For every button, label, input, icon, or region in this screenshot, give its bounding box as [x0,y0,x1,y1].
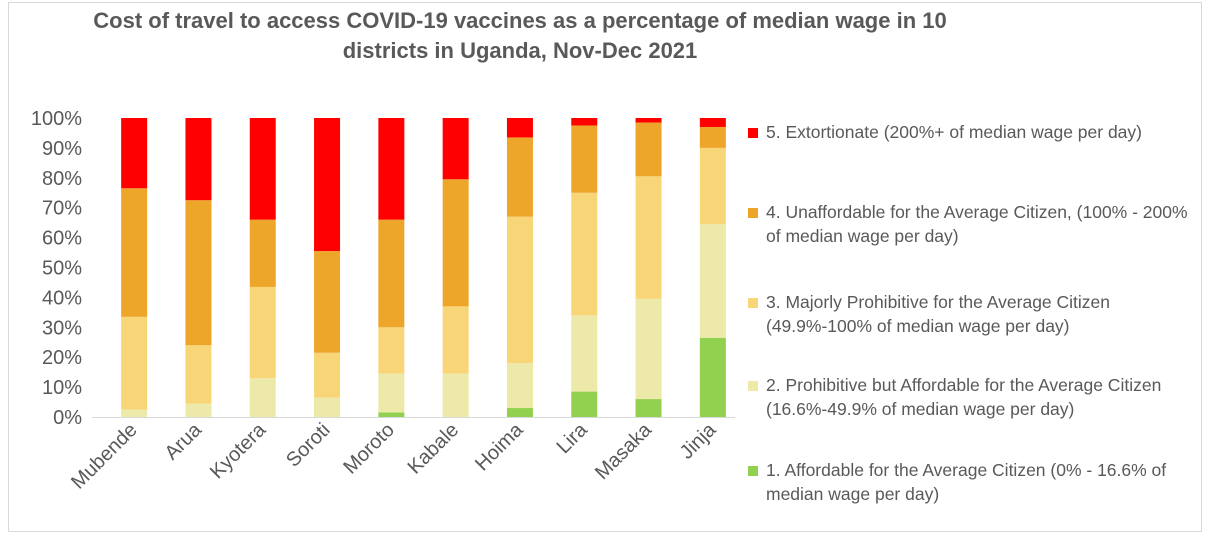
y-tick-label: 90% [42,138,82,160]
bar-segment [506,216,533,364]
bar-segment [185,345,212,404]
bar-segment [571,391,598,417]
bar-segment [378,219,405,328]
bar-segment [571,118,598,126]
bar-segment [121,316,148,410]
bar-segment [699,337,726,417]
bar-segment [635,399,662,417]
legend-swatch [748,466,758,476]
y-tick-label: 50% [42,258,82,280]
bar-segment [314,352,341,398]
y-tick-label: 30% [42,317,82,339]
bar-segment [442,373,469,417]
bar-segment [442,118,469,180]
bar-segment [506,118,533,138]
legend-label: 3. Majorly Prohibitive for the Average C… [766,292,1111,336]
bar-segment [571,192,598,316]
legend-label: 1. Affordable for the Average Citizen (0… [766,460,1167,504]
bar-segment [442,306,469,374]
bar-segment [571,315,598,392]
bar-segment [506,363,533,409]
x-category-label: Masaka [591,418,657,484]
x-category-label: Moroto [339,419,399,479]
legend-label: 2. Prohibitive but Affordable for the Av… [766,375,1162,419]
x-category-label: Soroti [282,419,335,472]
y-tick-label: 60% [42,228,82,250]
bar-segment [314,397,341,417]
bar-segment [635,176,662,299]
x-category-label: Arua [161,418,207,464]
bar-segment [314,118,341,252]
y-tick-label: 20% [42,347,82,369]
bar-segment [699,126,726,148]
bar-segment [442,179,469,307]
bar-segment [506,137,533,217]
bar-segment [249,219,276,287]
x-category-label: Lira [553,418,593,458]
y-tick-label: 80% [42,168,82,190]
bar-segment [249,286,276,379]
legend-swatch [748,208,758,218]
y-tick-label: 0% [53,407,82,429]
bar-segment [121,118,148,189]
x-category-label: Kabale [404,419,464,479]
legend-label: 5. Extortionate (200%+ of median wage pe… [766,122,1142,142]
y-tick-label: 40% [42,287,82,309]
y-tick-label: 70% [42,198,82,220]
legend-label: 4. Unaffordable for the Average Citizen,… [766,202,1188,246]
bar-segment [571,125,598,193]
bar-segment [635,298,662,400]
legend-swatch [748,381,758,391]
bar-segment [635,122,662,177]
bar-segment [185,118,212,201]
bar-segment [699,118,726,127]
bar-segment [378,373,405,413]
y-tick-label: 10% [42,377,82,399]
chart-title: Cost of travel to access COVID-19 vaccin… [93,8,947,63]
bar-segment [121,409,148,417]
bar-segment [121,188,148,317]
bar-segment [185,403,212,417]
x-category-label: Mubende [67,419,142,494]
bar-segment [249,118,276,220]
bar-segment [699,224,726,338]
bar-segment [506,408,533,417]
bar-segment [378,327,405,374]
legend-swatch [748,298,758,308]
bar-segment [635,118,662,123]
bar-segment [249,378,276,417]
bar-segment [378,118,405,220]
bar-segment [699,147,726,225]
bar-segment [378,412,405,417]
bar-segment [314,251,341,353]
bar-segment [185,200,212,346]
x-category-label: Jinja [676,418,721,463]
y-tick-label: 100% [31,108,82,130]
x-category-label: Kyotera [206,418,271,483]
legend-swatch [748,128,758,138]
x-category-label: Hoima [471,418,528,475]
